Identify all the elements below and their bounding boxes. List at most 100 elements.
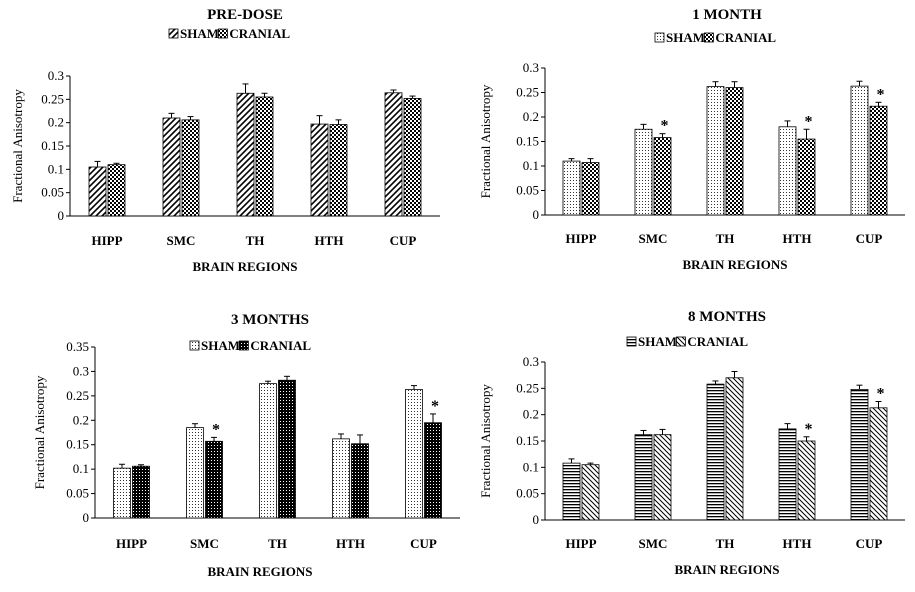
x-tick-label-hipp: HIPP [565, 536, 596, 551]
legend-label-sham: SHAM [666, 30, 705, 45]
significance-marker-smc: * [212, 421, 220, 438]
x-tick-label-th: TH [716, 536, 735, 551]
y-tick-label: 0.05 [66, 486, 89, 501]
chart-panel-pre-dose: PRE-DOSE SHAM CRANIAL 0 0.05 0.1 0.15 0.2 0.25 0.… [10, 7, 440, 274]
x-tick-label-hipp: HIPP [565, 231, 596, 246]
x-tick-label-smc: SMC [639, 231, 668, 246]
legend-swatch-cranial [704, 32, 714, 43]
legend-label-cranial: CRANIAL [687, 334, 748, 349]
x-axis-label: BRAIN REGIONS [682, 257, 787, 272]
legend-swatch-sham [189, 340, 200, 351]
x-tick-label-hth: HTH [783, 231, 812, 246]
legend-swatch-cranial [676, 336, 686, 347]
y-axis-label: Fractional Anisotropy [10, 89, 25, 203]
legend-swatch-sham [654, 32, 665, 43]
significance-marker-cup: * [877, 86, 885, 103]
y-tick-label: 0 [533, 207, 540, 222]
bar-cranial-cup [869, 105, 888, 216]
bar-cranial-th [725, 87, 744, 216]
bar-cranial-cup [403, 98, 422, 217]
bar-sham-th [706, 383, 725, 521]
bar-cranial-smc [653, 434, 672, 521]
bar-cranial-cup [424, 422, 442, 519]
bar-sham-hipp [562, 462, 581, 521]
legend-label-sham: SHAM [201, 338, 240, 353]
chart-panel-1-month: 1 MONTH SHAM CRANIAL 0 0.05 0.1 0.15 0.2 0.25 0.3… [478, 7, 905, 272]
chart-panel-8-months: 8 MONTHS SHAM CRANIAL 0 0.05 0.1 0.15 0.2 0.25 0.… [478, 309, 905, 577]
y-tick-label: 0.1 [523, 158, 539, 173]
y-tick-label: 0.3 [73, 363, 89, 378]
y-tick-label: 0.2 [523, 109, 539, 124]
bar-sham-hipp [113, 467, 131, 519]
bar-sham-cup [384, 92, 403, 217]
significance-marker-hth: * [805, 113, 813, 130]
bar-sham-hth [310, 123, 329, 217]
legend-swatch-cranial [238, 340, 249, 351]
y-tick-label: 0.05 [516, 183, 539, 198]
bar-sham-smc [634, 434, 653, 521]
legend-label-cranial: CRANIAL [250, 338, 311, 353]
x-tick-label-cup: CUP [390, 233, 417, 248]
bar-sham-smc [186, 427, 204, 519]
y-tick-label: 0.3 [523, 354, 539, 369]
bar-cranial-th [278, 379, 296, 519]
x-tick-label-smc: SMC [167, 233, 196, 248]
bar-cranial-smc [181, 119, 200, 217]
y-tick-label: 0.1 [48, 161, 64, 176]
x-tick-label-cup: CUP [856, 231, 883, 246]
bar-sham-th [259, 383, 277, 519]
significance-marker-cup: * [877, 386, 885, 403]
bar-cranial-hipp [107, 164, 126, 217]
x-axis-label: BRAIN REGIONS [207, 564, 312, 579]
x-axis-label: BRAIN REGIONS [192, 259, 297, 274]
bar-sham-hth [332, 438, 350, 519]
bar-sham-cup [850, 85, 869, 216]
y-tick-label: 0.15 [41, 138, 64, 153]
significance-marker-hth: * [805, 421, 813, 438]
x-tick-label-hth: HTH [336, 536, 365, 551]
bar-sham-hth [778, 428, 797, 521]
y-tick-label: 0.2 [523, 407, 539, 422]
x-tick-label-smc: SMC [639, 536, 668, 551]
bar-sham-cup [850, 388, 869, 521]
bar-cranial-smc [653, 137, 672, 216]
chart-title: PRE-DOSE [207, 7, 283, 23]
y-axis-label: Fractional Anisotropy [478, 384, 493, 498]
x-tick-label-th: TH [268, 536, 287, 551]
y-tick-label: 0.3 [523, 60, 539, 75]
chart-panel-3-months: 3 MONTHS SHAM CRANIAL 0 0.05 0.1 0.15 0.2 0.25 0.… [32, 312, 460, 579]
x-tick-label-cup: CUP [410, 536, 437, 551]
bar-cranial-th [255, 96, 274, 217]
y-tick-label: 0 [533, 512, 540, 527]
bar-cranial-hth [351, 443, 369, 519]
chart-title: 1 MONTH [692, 7, 762, 23]
y-tick-label: 0.25 [66, 388, 89, 403]
y-tick-label: 0.25 [41, 91, 64, 106]
y-tick-label: 0.15 [66, 437, 89, 452]
bar-cranial-hth [329, 124, 348, 217]
bar-cranial-hipp [132, 465, 150, 519]
y-tick-label: 0 [83, 510, 90, 525]
y-tick-label: 0.2 [73, 412, 89, 427]
y-axis-label: Fractional Anisotropy [478, 84, 493, 198]
x-tick-label-hipp: HIPP [91, 233, 122, 248]
y-tick-label: 0.25 [516, 380, 539, 395]
bar-cranial-hth [797, 440, 816, 521]
bar-sham-smc [162, 117, 181, 217]
legend-label-sham: SHAM [638, 334, 677, 349]
bar-sham-hth [778, 126, 797, 216]
y-tick-label: 0.1 [73, 461, 89, 476]
x-tick-label-th: TH [716, 231, 735, 246]
bar-sham-cup [405, 389, 423, 519]
y-tick-label: 0.25 [516, 85, 539, 100]
y-tick-label: 0.2 [48, 115, 64, 130]
x-tick-label-hth: HTH [315, 233, 344, 248]
legend-swatch-sham [626, 336, 637, 347]
x-tick-label-smc: SMC [190, 536, 219, 551]
bar-cranial-th [725, 377, 744, 521]
x-tick-label-hth: HTH [783, 536, 812, 551]
legend-swatch-cranial [217, 28, 228, 39]
bar-cranial-hipp [581, 162, 600, 216]
legend-label-cranial: CRANIAL [229, 26, 290, 41]
